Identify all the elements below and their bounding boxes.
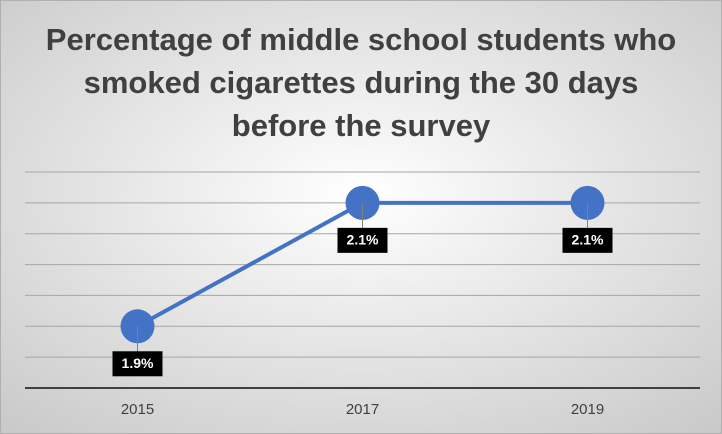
value-label: 2.1% — [337, 227, 388, 253]
value-label: 2.1% — [562, 227, 613, 253]
x-tick-label: 2019 — [571, 401, 604, 418]
value-label-text: 2.1% — [572, 232, 604, 248]
x-tick-label: 2017 — [346, 401, 379, 418]
chart-title: Percentage of middle school students who… — [45, 22, 677, 143]
value-label-text: 2.1% — [347, 232, 379, 248]
value-label-box — [112, 351, 163, 377]
value-label-text: 1.9% — [122, 355, 154, 371]
x-tick-label: 2015 — [121, 401, 154, 418]
value-label-box — [337, 227, 388, 253]
title-box: Percentage of middle school students who… — [45, 22, 677, 143]
value-label-box — [562, 227, 613, 253]
value-label: 1.9% — [112, 351, 163, 377]
